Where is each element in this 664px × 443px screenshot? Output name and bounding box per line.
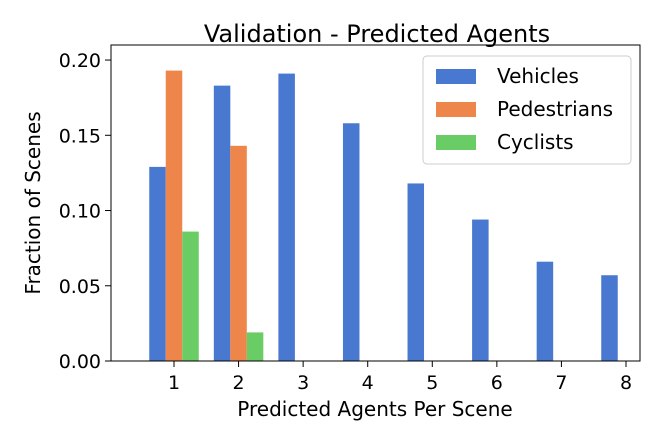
legend-label-cyclists: Cyclists — [497, 130, 574, 154]
bar-vehicles-1 — [149, 166, 166, 361]
legend-label-vehicles: Vehicles — [497, 64, 579, 88]
bar-cyclists-1 — [182, 231, 199, 361]
plot-area-frame — [110, 44, 641, 362]
legend-label-pedestrians: Pedestrians — [497, 97, 613, 121]
bar-pedestrians-2 — [230, 145, 247, 361]
y-tick-label: 0.05 — [59, 276, 101, 298]
ticks-layer: 1 2 3 4 5 6 7 8 0.00 0.05 0.10 0.15 0.20 — [59, 50, 632, 394]
chart-title: Validation - Predicted Agents — [204, 20, 550, 48]
bar-vehicles-4 — [342, 123, 360, 361]
bar-vehicles-8 — [601, 275, 618, 361]
bar-vehicles-5 — [407, 183, 425, 361]
x-tick-label: 3 — [297, 372, 309, 394]
x-tick-label: 8 — [620, 372, 632, 394]
x-tick-label: 1 — [168, 372, 180, 394]
legend-swatch-vehicles — [436, 69, 476, 84]
bar-vehicles-2 — [213, 85, 231, 361]
bar-vehicles-7 — [536, 261, 554, 361]
legend-swatch-pedestrians — [436, 102, 476, 117]
bar-pedestrians-1 — [165, 70, 183, 361]
x-tick-label: 2 — [233, 372, 245, 394]
y-tick-label: 0.10 — [59, 201, 101, 223]
bars-layer — [149, 70, 618, 361]
bar-vehicles-6 — [472, 219, 489, 361]
y-tick-label: 0.15 — [59, 125, 101, 147]
bar-cyclists-2 — [246, 332, 264, 361]
x-tick-label: 6 — [491, 372, 503, 394]
y-tick-label: 0.20 — [59, 50, 101, 72]
y-tick-label: 0.00 — [59, 351, 101, 373]
x-tick-label: 4 — [362, 372, 374, 394]
x-axis-label: Predicted Agents Per Scene — [237, 397, 512, 421]
bar-vehicles-3 — [278, 73, 295, 361]
y-axis-label: Fraction of Scenes — [21, 111, 45, 294]
legend: Vehicles Pedestrians Cyclists — [422, 55, 632, 165]
x-tick-label: 5 — [426, 372, 438, 394]
x-tick-label: 7 — [555, 372, 567, 394]
legend-swatch-cyclists — [436, 135, 476, 150]
